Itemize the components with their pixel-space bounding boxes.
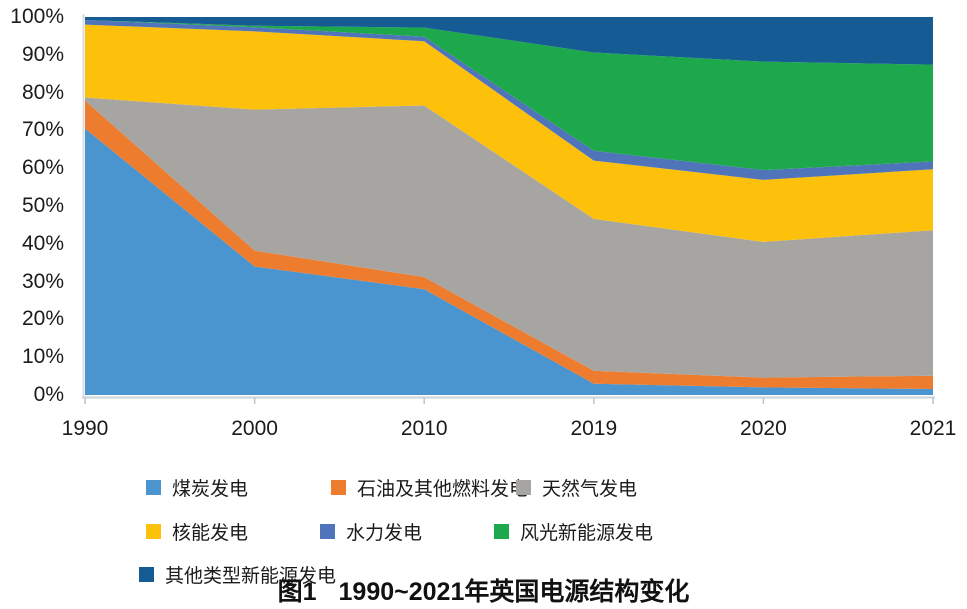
area-series-1 [85, 128, 933, 395]
y-axis-tick-label: 40% [21, 231, 64, 255]
x-axis-tick-label: 1990 [61, 417, 109, 440]
y-axis-tick-label: 0% [33, 383, 64, 406]
x-axis-tick-label: 2010 [400, 417, 448, 440]
area-series-4 [85, 24, 933, 242]
area-series-7 [85, 17, 933, 65]
x-axis-tick-label: 2020 [740, 417, 787, 440]
y-axis-tick-label: 20% [21, 307, 64, 331]
y-axis-tick-label: 10% [21, 345, 64, 369]
y-axis-tick-label: 30% [21, 269, 64, 293]
y-axis-tick-label: 100% [10, 5, 64, 28]
y-axis-tick-label: 70% [21, 118, 64, 142]
area-series-2 [85, 100, 933, 389]
figure-caption-text: 1990~2021年英国电源结构变化 [338, 578, 690, 606]
y-axis-tick-label: 80% [21, 80, 64, 104]
figure-caption-number: 图1 [277, 578, 317, 606]
area-series-5 [85, 20, 933, 180]
area-series-6 [85, 20, 933, 171]
area-series-3 [85, 97, 933, 378]
y-axis-tick-label: 60% [21, 156, 64, 180]
figure-caption: 图1 1990~2021年英国电源结构变化 [0, 572, 967, 608]
x-axis-tick-label: 2019 [570, 417, 618, 440]
y-axis-tick-label: 90% [21, 42, 64, 66]
x-axis-tick-label: 2021 [909, 417, 957, 440]
y-axis-tick-label: 50% [21, 194, 64, 217]
x-axis-tick-label: 2000 [231, 417, 278, 440]
